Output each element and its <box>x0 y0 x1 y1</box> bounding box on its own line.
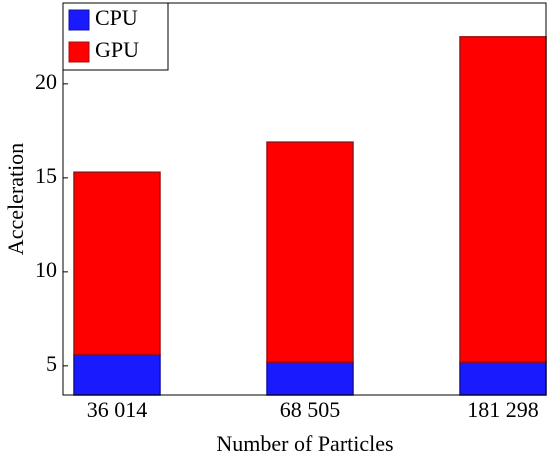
legend-swatch <box>68 9 90 31</box>
y-tick-label: 10 <box>35 257 57 282</box>
bar-segment <box>73 171 161 356</box>
plot-frame <box>62 2 547 396</box>
x-axis-label: Number of Particles <box>216 431 393 456</box>
legend-label: GPU <box>95 37 139 62</box>
legend-label: CPU <box>95 5 138 30</box>
x-tick-label: 181 298 <box>467 397 539 422</box>
bar-segment <box>266 141 354 363</box>
legend-swatch <box>68 41 90 63</box>
x-tick-label: 36 014 <box>87 397 148 422</box>
y-tick-label: 20 <box>35 69 57 94</box>
bar-segment <box>459 361 547 396</box>
y-tick-label: 15 <box>35 163 57 188</box>
bar-segment <box>459 36 547 363</box>
bar-segment <box>73 353 161 396</box>
y-tick-label: 5 <box>46 351 57 376</box>
bar-segment <box>266 361 354 396</box>
y-axis-label: Acceleration <box>3 143 28 255</box>
x-tick-label: 68 505 <box>280 397 341 422</box>
